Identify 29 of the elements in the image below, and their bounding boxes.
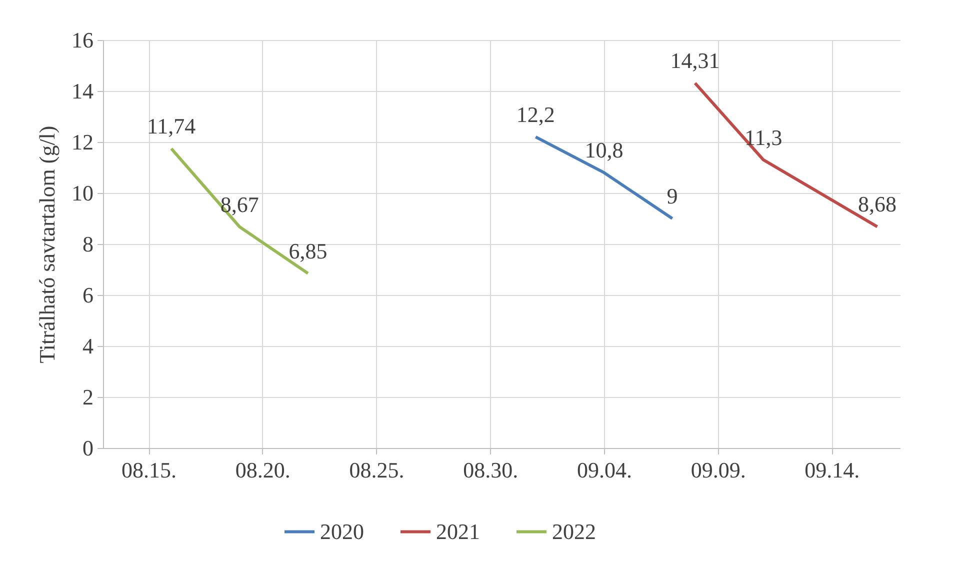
legend-label: 2020 bbox=[320, 518, 364, 544]
x-tick-label: 08.15. bbox=[122, 458, 177, 482]
y-tick-label: 8 bbox=[82, 232, 94, 256]
y-tick-label: 4 bbox=[82, 334, 94, 358]
legend-label: 2021 bbox=[436, 518, 480, 544]
data-label: 9 bbox=[666, 184, 678, 208]
y-tick-label: 14 bbox=[72, 78, 94, 104]
y-tick-label: 0 bbox=[82, 436, 94, 460]
x-tick-label: 08.20. bbox=[235, 458, 290, 482]
x-tick-label: 08.30. bbox=[463, 458, 518, 482]
y-tick-label: 12 bbox=[72, 130, 94, 154]
data-label: 8,68 bbox=[858, 192, 896, 217]
data-label: 6,85 bbox=[288, 238, 328, 264]
x-tick-label: 09.14. bbox=[804, 458, 860, 482]
y-axis-title: Titrálható savtartalom (g/l) bbox=[34, 126, 60, 364]
x-tick-label: 09.09. bbox=[690, 458, 746, 482]
x-tick-label: 08.25. bbox=[349, 458, 404, 482]
legend-label: 2022 bbox=[552, 518, 596, 544]
data-label: 12,2 bbox=[516, 102, 555, 127]
y-tick-label: 2 bbox=[82, 384, 94, 410]
data-label: 14,31 bbox=[670, 48, 720, 74]
x-tick-label: 09.04. bbox=[576, 458, 632, 482]
data-label: 10,8 bbox=[584, 138, 624, 163]
data-label: 11,3 bbox=[744, 124, 782, 150]
data-label: 11,74 bbox=[146, 114, 196, 139]
y-tick-label: 10 bbox=[72, 180, 94, 206]
y-tick-label: 6 bbox=[82, 282, 94, 308]
y-tick-label: 16 bbox=[72, 28, 94, 52]
data-label: 8,67 bbox=[220, 192, 259, 217]
